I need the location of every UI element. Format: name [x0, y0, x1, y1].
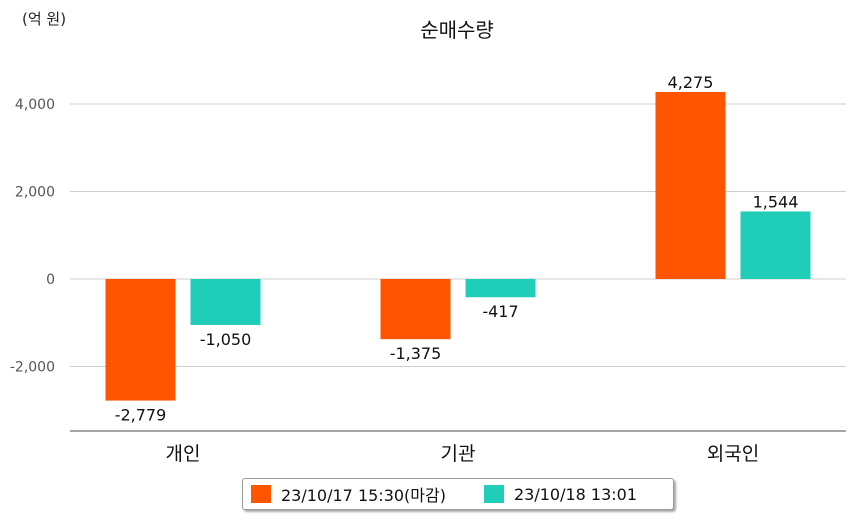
bar-1-1[interactable] [105, 279, 176, 401]
y-tick-label: 0 [46, 272, 55, 288]
bar-1-3[interactable] [655, 91, 726, 279]
bar-2-2[interactable] [465, 279, 536, 298]
data-label: -1,050 [200, 330, 252, 349]
data-label: -1,375 [390, 344, 442, 363]
y-axis-ticks: 4,000 2,000 0 -2,000 [10, 97, 55, 376]
x-category-label: 외국인 [707, 443, 759, 465]
y-tick-label: -2,000 [10, 360, 55, 376]
y-tick-label: 2,000 [15, 185, 55, 201]
y-tick-label: 4,000 [15, 97, 55, 113]
gridlines [70, 103, 846, 367]
legend: 23/10/17 15:30(마감) 23/10/18 13:01 [242, 478, 674, 510]
legend-label-series-1: 23/10/17 15:30(마감) [281, 486, 446, 505]
data-label: -2,779 [115, 406, 167, 425]
legend-item-series-2[interactable]: 23/10/18 13:01 [483, 484, 638, 504]
bars [105, 91, 811, 401]
data-label: 1,544 [753, 192, 799, 211]
x-category-label: 개인 [166, 443, 201, 465]
data-labels: -2,779 -1,050 -1,375 -417 4,275 1,544 [115, 73, 799, 425]
x-axis-categories: 개인 기관 외국인 [166, 443, 760, 465]
chart-title: 순매수량 [420, 18, 494, 42]
legend-swatch-series-2 [483, 485, 504, 503]
x-category-label: 기관 [441, 443, 476, 465]
bar-1-2[interactable] [380, 279, 451, 340]
legend-swatch-series-1 [251, 485, 271, 503]
data-label: -417 [482, 302, 518, 321]
data-label: 4,275 [668, 73, 714, 92]
legend-label-series-2: 23/10/18 13:01 [513, 484, 638, 504]
bar-2-1[interactable] [190, 279, 261, 325]
bar-2-3[interactable] [740, 211, 811, 279]
legend-item-series-1[interactable]: 23/10/17 15:30(마감) [251, 482, 446, 506]
unit-label: (억 원) [22, 10, 66, 28]
